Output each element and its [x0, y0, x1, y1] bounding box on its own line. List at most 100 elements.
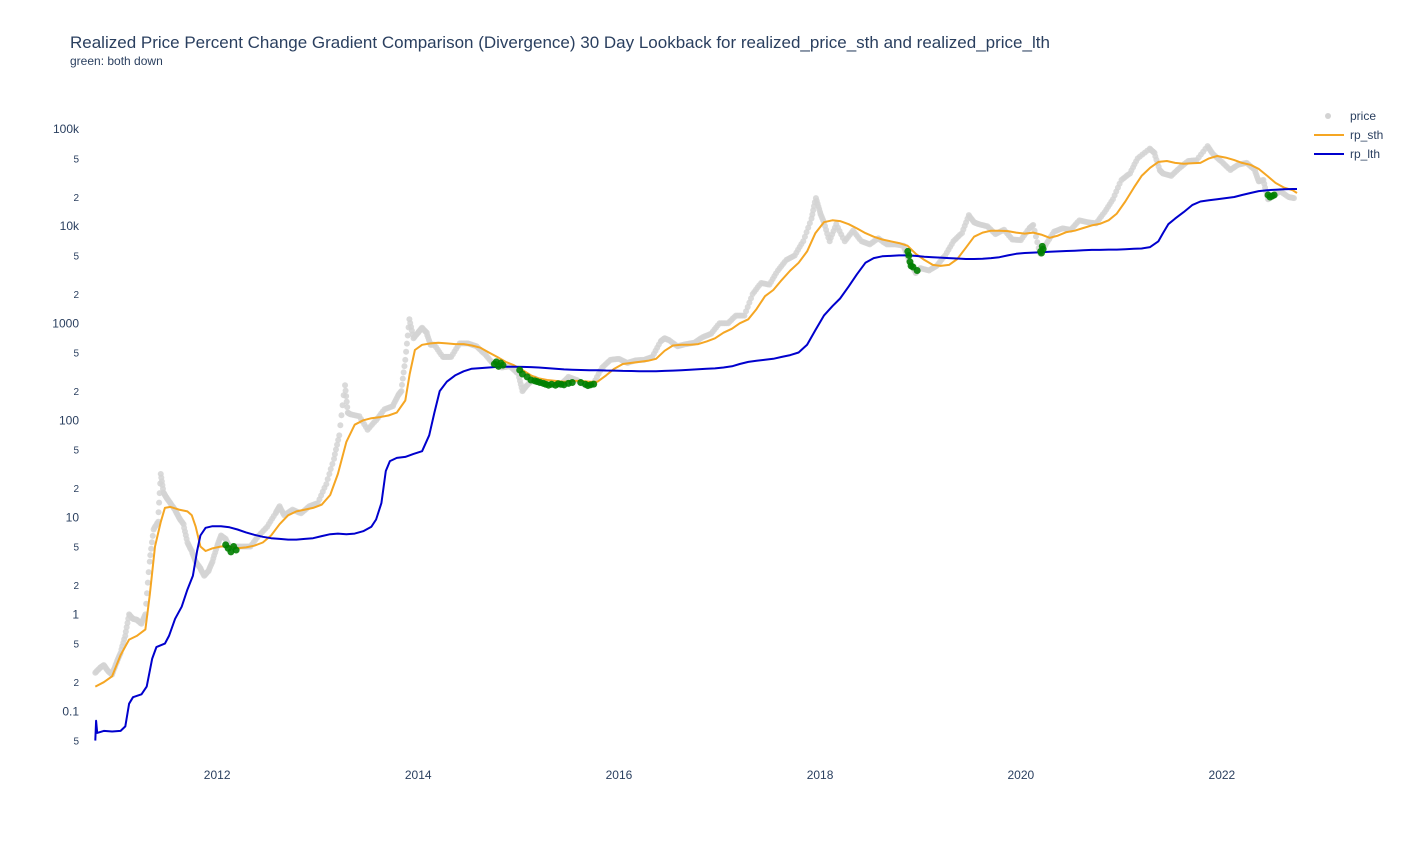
y-tick-label: 5 — [73, 543, 79, 554]
data-point — [401, 363, 408, 370]
data-point — [800, 238, 807, 245]
data-point — [331, 455, 338, 462]
data-point — [146, 558, 153, 565]
x-axis: 2012 2014 2016 2018 2020 2022 — [204, 768, 1236, 782]
data-point — [156, 499, 163, 506]
data-point — [147, 552, 154, 559]
data-point — [343, 393, 350, 400]
data-point — [801, 233, 808, 240]
series-rp_lth-line — [94, 188, 1297, 741]
data-point — [344, 404, 351, 411]
series-price-markers — [92, 143, 1297, 678]
data-point — [1290, 195, 1297, 202]
legend-swatch-rp-lth — [1312, 148, 1346, 160]
y-tick-label: 2 — [73, 193, 79, 204]
data-point — [1030, 221, 1037, 228]
data-point — [1032, 233, 1039, 240]
data-point — [399, 375, 406, 382]
x-tick-label: 2016 — [606, 768, 633, 782]
data-point — [342, 387, 349, 394]
data-point — [334, 441, 341, 448]
x-tick-label: 2018 — [807, 768, 834, 782]
y-tick-label: 100 — [59, 413, 79, 427]
data-point — [144, 590, 151, 597]
data-point — [148, 539, 155, 546]
data-point — [335, 437, 342, 444]
y-tick-label: 10k — [60, 219, 80, 233]
data-point — [1039, 245, 1047, 253]
y-tick-label: 100k — [53, 122, 80, 136]
y-tick-label: 2 — [73, 290, 79, 301]
data-point — [1034, 239, 1041, 246]
data-point — [232, 546, 240, 554]
y-tick-label: 1 — [72, 607, 79, 621]
y-tick-label: 5 — [73, 251, 79, 262]
data-point — [145, 569, 152, 576]
data-point — [327, 465, 334, 472]
data-point — [403, 348, 410, 355]
data-point — [149, 532, 156, 539]
data-point — [343, 398, 350, 405]
data-point — [402, 356, 409, 363]
legend-label-rp-sth: rp_sth — [1350, 127, 1384, 142]
data-point — [913, 266, 921, 274]
data-point — [398, 388, 405, 395]
data-point — [336, 432, 343, 439]
data-point — [404, 332, 411, 339]
data-point — [329, 460, 336, 467]
legend-marker-price — [1325, 112, 1331, 119]
data-point — [806, 220, 813, 227]
data-point — [331, 451, 338, 458]
data-point — [403, 340, 410, 347]
y-tick-label: 10 — [66, 510, 80, 524]
series-layer — [92, 143, 1298, 741]
y-tick-label: 5 — [73, 737, 79, 748]
data-point — [326, 471, 333, 478]
legend-item-rp-lth[interactable]: rp_lth — [1312, 144, 1383, 163]
data-point — [568, 379, 576, 387]
data-point — [324, 476, 331, 483]
data-point — [805, 224, 812, 231]
y-tick-label: 5 — [73, 640, 79, 651]
series-divergence-markers — [222, 191, 1278, 556]
data-point — [590, 380, 598, 388]
x-tick-label: 2012 — [204, 768, 231, 782]
y-tick-label: 2 — [73, 387, 79, 398]
data-point — [1270, 191, 1278, 199]
legend-item-rp-sth[interactable]: rp_sth — [1312, 125, 1383, 144]
legend-label-price: price — [1350, 108, 1377, 123]
data-point — [398, 381, 405, 388]
data-point — [803, 229, 810, 236]
series-rp_sth-line — [94, 155, 1298, 688]
y-tick-label: 5 — [73, 446, 79, 457]
data-point — [148, 545, 155, 552]
chart-title: Realized Price Percent Change Gradient C… — [70, 33, 1050, 52]
chart-subtitle: green: both down — [70, 54, 163, 68]
data-point — [400, 369, 407, 376]
legend-swatch-rp-sth — [1312, 129, 1346, 141]
legend-swatch-price — [1312, 110, 1346, 122]
legend[interactable]: price rp_sth rp_lth — [1312, 106, 1383, 163]
data-point — [144, 579, 151, 586]
x-tick-label: 2022 — [1209, 768, 1236, 782]
y-axis: 5 0.1 2 5 1 2 5 10 2 5 100 2 5 1000 2 5 10k 2 5 100k — [52, 122, 80, 747]
data-point — [338, 412, 345, 419]
legend-line-rp-sth — [1314, 133, 1344, 136]
x-tick-label: 2020 — [1007, 768, 1034, 782]
data-point — [499, 361, 507, 369]
data-point — [342, 382, 349, 389]
legend-item-price[interactable]: price — [1312, 106, 1383, 125]
y-tick-label: 1000 — [52, 316, 79, 330]
y-tick-label: 2 — [73, 678, 79, 689]
data-point — [337, 422, 344, 429]
data-point — [323, 481, 330, 488]
legend-line-rp-lth — [1314, 152, 1344, 155]
y-tick-label: 5 — [73, 154, 79, 165]
y-tick-label: 2 — [73, 581, 79, 592]
data-point — [332, 446, 339, 453]
data-point — [155, 509, 162, 516]
y-tick-label: 2 — [73, 484, 79, 495]
y-tick-label: 5 — [73, 348, 79, 359]
y-tick-label: 0.1 — [62, 704, 79, 718]
